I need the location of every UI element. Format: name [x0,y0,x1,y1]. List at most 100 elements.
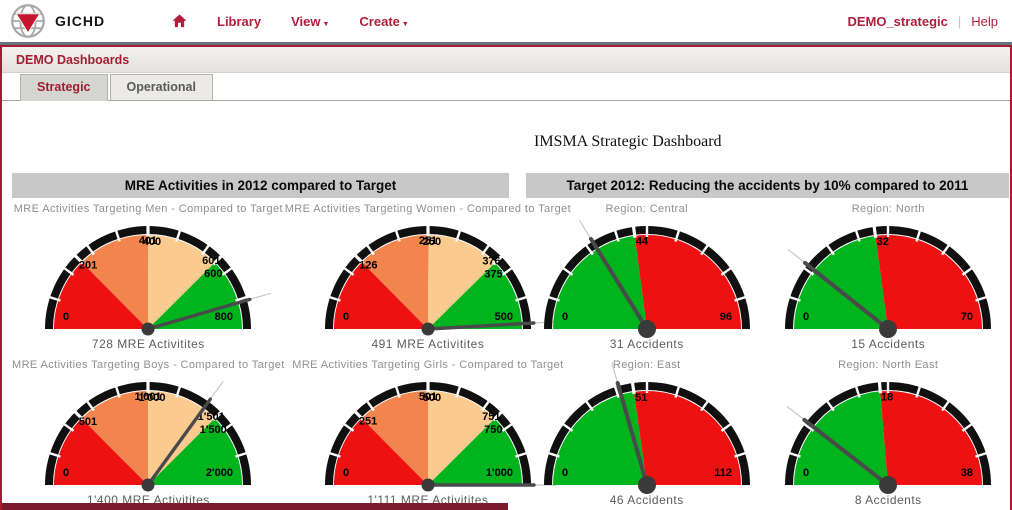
gauge-tick [941,399,951,412]
gauge-subtitle: Region: North East [838,359,939,371]
nav-create[interactable]: Create ▼ [359,14,408,29]
gauge-tick [235,451,249,458]
gauge-boundary-tick [352,409,365,421]
divider: | [957,13,962,29]
gauge-needle [426,321,536,331]
gauge-tick [327,295,341,302]
gauge-tick [854,384,861,398]
gauge-range-label: 96 [720,311,732,323]
gauge-range-label: 38 [961,467,973,479]
gauge-range-label: 751 [482,411,500,423]
gauge-hub [637,320,656,338]
gauge-range-label: 112 [714,467,732,479]
main-nav: Library View ▼ Create ▼ [172,14,409,29]
gauge-needle [588,237,649,331]
gauge-band-red [333,418,428,485]
gauge-band-red [880,390,983,485]
gauge-subtitle: Region: Central [605,203,688,215]
gauge-tick [222,422,234,432]
gauge-caption: 46 Accidents [609,493,684,507]
gauge-cell-1: MRE Activities Targeting Women - Compare… [285,198,571,352]
globe-icon [11,4,45,38]
gauge-tick [584,243,594,256]
gauge-boundary-tick [492,254,504,266]
gauge-range-label: 251 [359,416,377,428]
gauge-tick [915,384,922,398]
gauge-tick [674,384,681,398]
gauge-subtitle: MRE Activities Targeting Women - Compare… [284,203,572,215]
page-title: IMSMA Strategic Dashboard [534,133,722,150]
gauge-subtitle: MRE Activities Targeting Girls - Compare… [292,359,564,371]
gauge-range-label: 18 [881,391,893,403]
gauge-needle [615,381,649,487]
gauge-cell-2: MRE Activities Targeting Boys - Compared… [12,354,285,508]
home-button[interactable] [172,14,187,28]
help-link[interactable]: Help [971,13,998,29]
tab-bar: Strategic Operational [2,73,1010,101]
nav-view-label: View [291,13,321,29]
nav-library-label: Library [217,13,262,29]
logo-text: GICHD [55,13,106,29]
gauge-boundary-tick [212,409,224,422]
gauge-range-label: 375 [484,268,502,280]
gauge-range-label: 601 [202,255,220,267]
gauge-subtitle: MRE Activities Targeting Boys - Compared… [12,359,285,371]
gauge-band-red [875,235,983,329]
gauge-needle-extension [786,405,807,422]
gauge-tick [733,451,748,458]
gauge-band-tan [427,235,495,329]
gauge-tick [114,228,122,242]
gauge-band-red [333,262,428,329]
gauge-caption: 728 MRE Activitites [91,337,205,351]
gauge-tick [62,422,75,432]
nav-view[interactable]: View ▼ [291,14,329,29]
gauge-tick [481,243,491,256]
nav-create-label: Create [359,13,400,29]
panel-header-mre: MRE Activities in 2012 compared to Targe… [12,173,509,198]
gauge-tick [825,243,836,256]
panel-header-accidents: Target 2012: Reducing the accidents by 1… [526,173,1009,198]
chevron-down-icon: ▼ [401,20,409,28]
gauge-range-label: 0 [562,467,568,479]
gauge-tick [175,228,182,242]
top-bar: GICHD Library View ▼ Create ▼ DEMO_strat… [0,0,1012,42]
gauge-range-label: 0 [63,311,69,323]
gauge-band-orange [361,234,429,329]
nav-library[interactable]: Library [217,14,261,29]
gauge-tick [501,266,514,276]
gauge-range-label: 32 [877,236,889,248]
gauge-range-label: 0 [803,311,809,323]
gauge-caption: 491 MRE Activitites [371,337,485,351]
gauge-chart: 51 0 112 [543,361,750,494]
gauge-tick [699,399,710,412]
separator-line [0,42,1012,45]
gauge-band-green [794,235,889,329]
gauge-cell-3: MRE Activities Targeting Girls - Compare… [285,354,571,508]
tab-operational[interactable]: Operational [109,74,213,101]
gauge-caption: 8 Accidents [854,493,922,507]
gauge-tick [85,243,96,256]
gauge-band-orange [81,390,149,485]
gauge-range-label: 201 [79,260,97,272]
username[interactable]: DEMO_strategic [847,13,948,29]
gauge-tick [613,384,620,398]
gauge-band-green [427,418,522,485]
gauge-range-label: 501 [419,391,437,403]
home-icon [172,14,187,28]
gauge-band-tan [427,391,495,485]
gauge-tick [114,384,122,398]
gauge-tick [546,295,560,302]
gauge-tick [85,399,96,412]
gauge-range-label: 750 [484,424,502,436]
gauge-range-label: 0 [803,467,809,479]
gauge-grid-mre: MRE Activities Targeting Men - Compared … [12,198,571,508]
gauge-tick [222,266,234,276]
gauge-tick [787,295,802,302]
gauge-boundary-tick [352,253,365,265]
gauge-band-red [634,234,741,329]
gauge-tick [802,422,815,432]
tab-strategic[interactable]: Strategic [20,74,108,101]
gauge-range-label: 500 [495,311,513,323]
